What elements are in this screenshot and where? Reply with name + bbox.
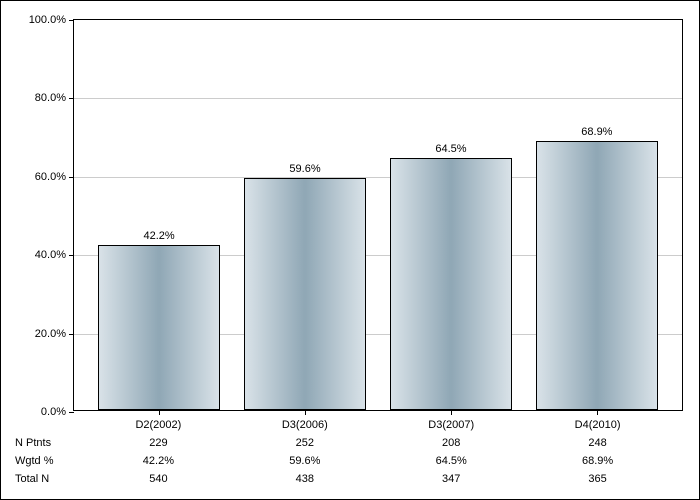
table-cell: 438 (296, 473, 314, 485)
y-tick-mark (69, 412, 74, 413)
table-row: Total N 540 438 347 365 (1, 473, 700, 491)
table-cell: 540 (149, 473, 167, 485)
table-cell: 64.5% (436, 455, 467, 467)
bar-value-label: 59.6% (289, 163, 320, 175)
table-cell: 252 (296, 437, 314, 449)
table-row: D2(2002) D3(2006) D3(2007) D4(2010) (1, 419, 700, 437)
table-cell: 208 (442, 437, 460, 449)
table-cell: 229 (149, 437, 167, 449)
table-cell: 42.2% (143, 455, 174, 467)
table-row: Wgtd % 42.2% 59.6% 64.5% 68.9% (1, 455, 700, 473)
x-tick-mark (305, 410, 306, 415)
bar: 68.9% (536, 141, 658, 410)
table-cell: D4(2010) (575, 419, 621, 431)
y-tick-mark (69, 334, 74, 335)
table-cell: 347 (442, 473, 460, 485)
table-cell: D2(2002) (135, 419, 181, 431)
x-tick-mark (159, 410, 160, 415)
table-cell: D3(2006) (282, 419, 328, 431)
x-tick-mark (451, 410, 452, 415)
y-axis-label: 60.0% (35, 171, 66, 183)
gridline (74, 98, 682, 99)
table-cell: D3(2007) (428, 419, 474, 431)
bar: 59.6% (244, 178, 366, 410)
y-axis-label: 0.0% (41, 406, 66, 418)
table-row-header: Total N (15, 473, 49, 485)
bar: 64.5% (390, 158, 512, 410)
y-tick-mark (69, 20, 74, 21)
bar-value-label: 64.5% (435, 143, 466, 155)
table-cell: 365 (588, 473, 606, 485)
table-cell: 248 (588, 437, 606, 449)
table-cell: 59.6% (289, 455, 320, 467)
table-row-header: Wgtd % (15, 455, 54, 467)
y-tick-mark (69, 98, 74, 99)
table-row-header: N Ptnts (15, 437, 51, 449)
y-tick-mark (69, 177, 74, 178)
bar-value-label: 42.2% (144, 230, 175, 242)
table-row: N Ptnts 229 252 208 248 (1, 437, 700, 455)
x-tick-mark (597, 410, 598, 415)
bar-value-label: 68.9% (581, 126, 612, 138)
bar: 42.2% (98, 245, 220, 410)
y-axis-label: 20.0% (35, 328, 66, 340)
plot-area: 0.0%20.0%40.0%60.0%80.0%100.0%42.2%59.6%… (73, 19, 683, 411)
y-tick-mark (69, 255, 74, 256)
y-axis-label: 80.0% (35, 92, 66, 104)
y-axis-label: 100.0% (29, 14, 66, 26)
table-cell: 68.9% (582, 455, 613, 467)
chart-container: 0.0%20.0%40.0%60.0%80.0%100.0%42.2%59.6%… (0, 0, 700, 500)
y-axis-label: 40.0% (35, 249, 66, 261)
